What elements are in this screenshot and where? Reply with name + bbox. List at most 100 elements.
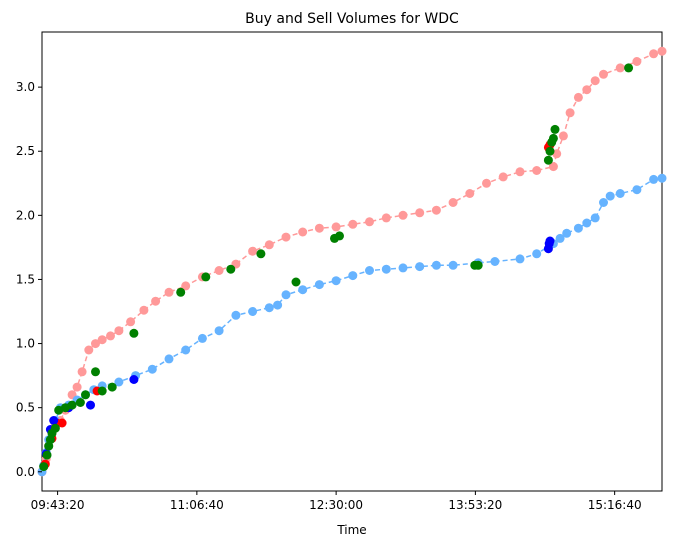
series-0-point — [615, 63, 625, 73]
series-4-point — [624, 63, 634, 73]
series-1-point — [231, 310, 241, 320]
series-0-point — [314, 223, 324, 233]
y-tick-label: 1.0 — [16, 337, 35, 351]
series-1-point — [562, 228, 572, 238]
series-0-point — [565, 108, 575, 118]
series-1-point — [573, 223, 583, 233]
series-2-point — [57, 418, 67, 428]
chart-title: Buy and Sell Volumes for WDC — [245, 11, 459, 27]
series-1-point — [657, 173, 667, 183]
series-4-point — [545, 146, 555, 156]
y-tick-label: 2.5 — [16, 144, 35, 158]
plot-frame — [41, 31, 663, 492]
x-tick-label: 13:53:20 — [448, 498, 502, 512]
plot-series — [37, 46, 667, 477]
series-0-point — [532, 166, 542, 175]
series-0-point — [181, 281, 191, 291]
series-3-point — [545, 236, 555, 246]
series-0-point — [281, 232, 291, 242]
series-1-point — [365, 266, 374, 275]
series-4-point — [97, 386, 107, 396]
series-1-point — [214, 326, 224, 336]
series-1-point — [264, 303, 274, 313]
series-1-point — [605, 191, 615, 201]
series-4-point — [42, 450, 52, 460]
series-0-point — [465, 189, 475, 198]
series-1-point — [582, 218, 592, 228]
series-0-point — [151, 296, 161, 306]
series-1-point — [331, 276, 341, 286]
series-0-point — [573, 92, 583, 102]
series-1-point — [590, 213, 600, 223]
series-0-point — [264, 240, 274, 250]
y-axis-ticks: 0.0 0.5 1.0 1.5 2.0 2.5 3.0 — [16, 80, 42, 479]
series-0-point — [482, 178, 491, 188]
series-1-point — [348, 271, 358, 281]
series-0-point — [599, 69, 608, 79]
series-3-point — [49, 416, 59, 425]
series-0-point — [590, 76, 600, 86]
series-4-point — [335, 231, 344, 241]
series-0-point — [77, 367, 87, 377]
x-tick-label: 09:43:20 — [31, 498, 85, 512]
series-0-point — [72, 382, 82, 392]
series-4-point — [176, 287, 186, 297]
series-4-point — [129, 328, 139, 338]
series-4-point — [548, 133, 558, 143]
series-0-point — [139, 305, 149, 315]
series-4-point — [50, 423, 60, 433]
series-0-point — [498, 172, 508, 182]
series-1-point — [197, 333, 207, 343]
series-1-point — [114, 377, 124, 387]
series-3-point — [129, 375, 139, 384]
series-0-point — [649, 49, 659, 59]
series-1-point — [555, 233, 565, 243]
series-0-point — [398, 210, 408, 220]
series-1-point — [314, 280, 324, 290]
y-tick-label: 2.0 — [16, 208, 35, 222]
series-4-point — [550, 124, 560, 134]
series-0-point — [348, 219, 358, 229]
y-tick-label: 3.0 — [16, 80, 35, 94]
series-1-point — [298, 285, 308, 295]
y-tick-label: 0.5 — [16, 401, 35, 415]
series-0-point — [431, 205, 441, 215]
series-4-point — [91, 367, 100, 377]
series-1-point — [381, 264, 391, 274]
series-4-point — [107, 382, 117, 392]
series-0-point — [558, 131, 568, 141]
series-0-point — [365, 217, 374, 227]
series-0-point — [632, 57, 642, 66]
series-4-point — [39, 462, 49, 472]
series-1-point — [273, 300, 283, 310]
series-0-point — [164, 287, 174, 297]
series-0-point — [415, 208, 425, 218]
series-0-point — [298, 227, 308, 237]
series-0-point — [331, 222, 341, 232]
series-4-point — [256, 249, 266, 259]
series-1-point — [649, 174, 659, 184]
y-tick-label: 0.0 — [16, 465, 35, 479]
series-4-point — [81, 390, 90, 400]
series-0-point — [381, 213, 391, 223]
series-0-point — [106, 331, 115, 341]
series-0-point — [214, 266, 224, 275]
series-1-point — [532, 249, 542, 259]
series-1-point — [490, 257, 500, 266]
series-1-point — [181, 345, 191, 355]
series-1-point — [448, 260, 458, 270]
series-0-point — [582, 85, 592, 95]
series-4-point — [201, 272, 211, 282]
series-4-point — [67, 400, 77, 410]
series-0-point — [114, 326, 124, 336]
series-0-point — [548, 162, 558, 172]
series-3-point — [86, 400, 95, 410]
y-tick-label: 1.5 — [16, 272, 35, 286]
x-tick-label: 15:16:40 — [588, 498, 642, 512]
series-1-point — [248, 307, 258, 316]
series-0-point — [657, 46, 667, 56]
series-4-point — [75, 398, 85, 407]
series-1-point — [431, 260, 441, 270]
series-4-point — [226, 264, 236, 274]
series-4-point — [473, 260, 483, 270]
